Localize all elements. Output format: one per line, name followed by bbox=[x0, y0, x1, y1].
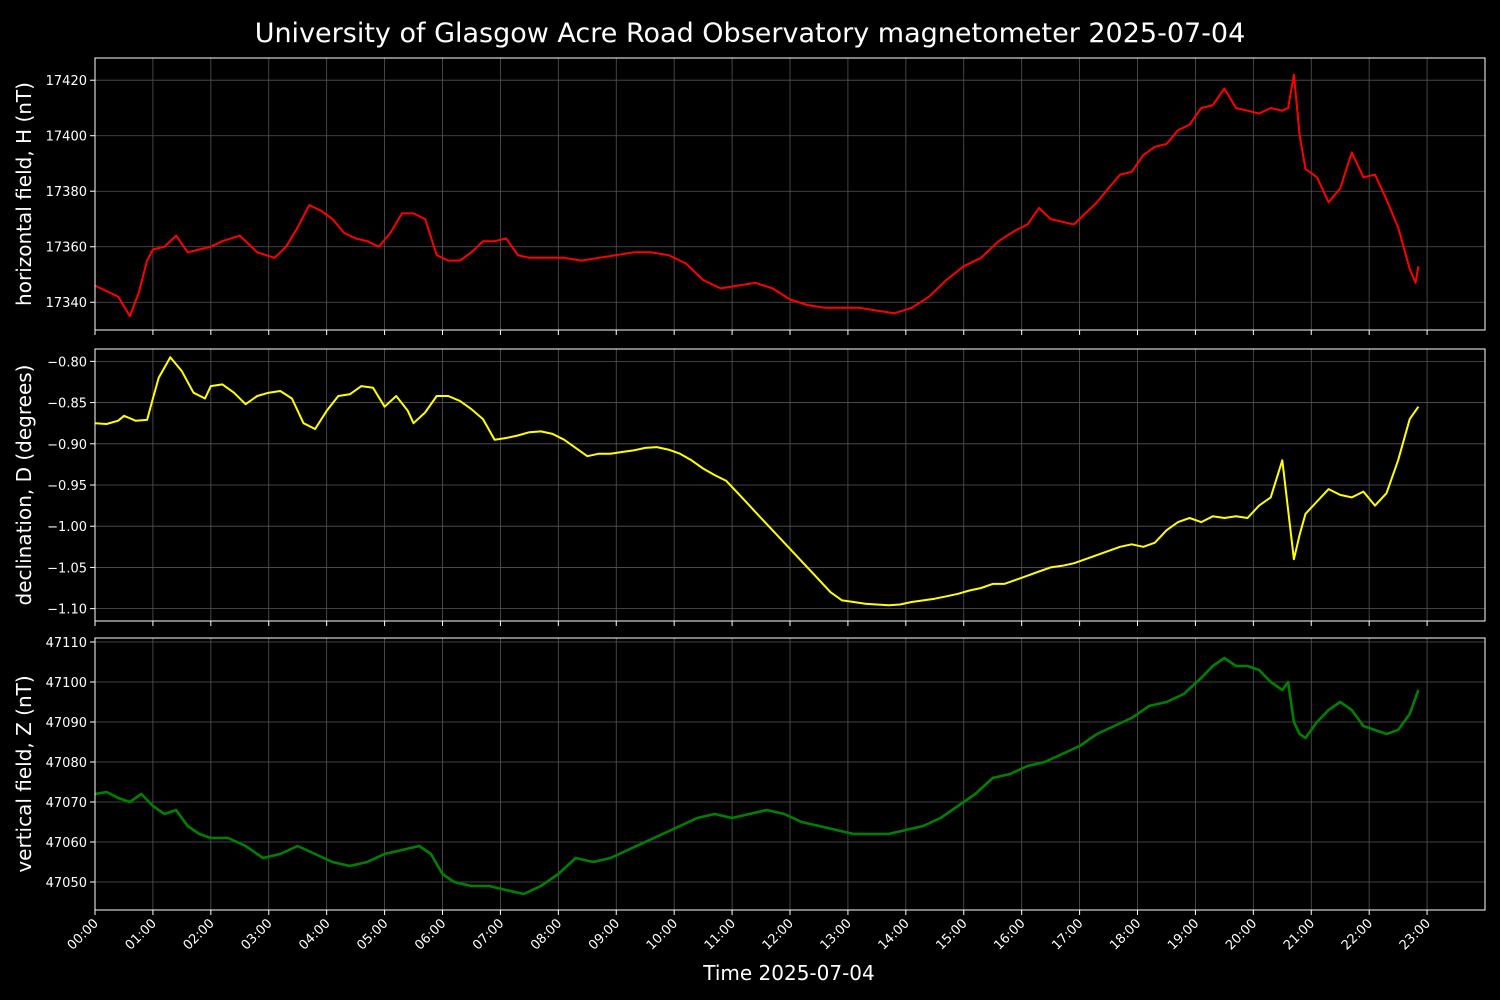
y-tick-label: 17400 bbox=[46, 130, 87, 145]
y-tick-label: −0.95 bbox=[47, 479, 87, 494]
x-tick-label: 01:00 bbox=[123, 916, 160, 953]
x-tick-label: 16:00 bbox=[991, 916, 1028, 953]
x-tick-label: 14:00 bbox=[876, 916, 913, 953]
x-tick-label: 00:00 bbox=[65, 916, 102, 953]
panel-frame bbox=[94, 57, 1486, 331]
x-tick-label: 10:00 bbox=[644, 916, 681, 953]
panel-declination: −1.10 −1.05 −1.00 −0.95 −0.90 −0.85 −0.80 decli… bbox=[12, 348, 1486, 626]
x-tick-label: 20:00 bbox=[1223, 916, 1260, 953]
y-tick-label: 47110 bbox=[46, 636, 87, 651]
y-tick-label: −0.80 bbox=[47, 355, 87, 370]
y-tick-label: 17380 bbox=[46, 185, 87, 200]
x-tick-label: 22:00 bbox=[1339, 916, 1376, 953]
y-axis-label-vertical: vertical field, Z (nT) bbox=[12, 675, 36, 872]
y-axis-label-horizontal: horizontal field, H (nT) bbox=[12, 82, 36, 306]
x-tick-label: 13:00 bbox=[818, 916, 855, 953]
y-tick-label: −1.10 bbox=[47, 603, 87, 618]
x-tick-label: 02:00 bbox=[181, 916, 218, 953]
y-tick-label: 47090 bbox=[46, 716, 87, 731]
series-line-declination bbox=[94, 356, 1420, 607]
y-tick-label: −0.90 bbox=[47, 438, 87, 453]
x-tick-label: 12:00 bbox=[760, 916, 797, 953]
x-tick-label: 19:00 bbox=[1165, 916, 1202, 953]
x-axis-ticks: 00:00 01:00 02:00 03:00 04:00 05:00 06:00 07:00… bbox=[65, 916, 1434, 953]
y-axis-label-declination: declination, D (degrees) bbox=[12, 365, 36, 606]
x-tick-label: 15:00 bbox=[933, 916, 970, 953]
y-tick-label: −1.00 bbox=[47, 520, 87, 535]
x-tick-label: 03:00 bbox=[238, 916, 275, 953]
y-tick-label: 47060 bbox=[46, 836, 87, 851]
x-axis-label: Time 2025-07-04 bbox=[702, 961, 875, 985]
y-tick-label: 47070 bbox=[46, 796, 87, 811]
x-tick-label: 04:00 bbox=[296, 916, 333, 953]
panel-vertical: 47050 47060 47070 47080 47090 47100 47110 verti… bbox=[12, 636, 1486, 915]
y-tick-label: 47080 bbox=[46, 756, 87, 771]
x-tick-label: 11:00 bbox=[702, 916, 739, 953]
x-tick-label: 08:00 bbox=[528, 916, 565, 953]
panel-horizontal: 17340 17360 17380 17400 17420 horizontal fiel… bbox=[12, 57, 1486, 335]
panel-frame bbox=[94, 637, 1486, 911]
x-tick-label: 17:00 bbox=[1049, 916, 1086, 953]
x-tick-label: 23:00 bbox=[1397, 916, 1434, 953]
series-line-horizontal bbox=[94, 73, 1420, 318]
chart-panels: 17340 17360 17380 17400 17420 horizontal fiel… bbox=[12, 57, 1486, 915]
y-tick-label: 47100 bbox=[46, 676, 87, 691]
x-tick-label: 21:00 bbox=[1281, 916, 1318, 953]
y-tick-label: 17360 bbox=[46, 241, 87, 256]
y-tick-label: −1.05 bbox=[47, 561, 87, 576]
panel-frame bbox=[94, 348, 1486, 622]
chart-title: University of Glasgow Acre Road Observat… bbox=[255, 18, 1246, 49]
x-tick-label: 18:00 bbox=[1107, 916, 1144, 953]
x-tick-label: 07:00 bbox=[470, 916, 507, 953]
x-tick-label: 09:00 bbox=[586, 916, 623, 953]
y-tick-label: 17340 bbox=[46, 296, 87, 311]
x-tick-label: 05:00 bbox=[354, 916, 391, 953]
x-tick-label: 06:00 bbox=[412, 916, 449, 953]
y-tick-label: 17420 bbox=[46, 74, 87, 89]
y-tick-label: −0.85 bbox=[47, 397, 87, 412]
y-tick-label: 47050 bbox=[46, 876, 87, 891]
series-line-vertical bbox=[94, 656, 1420, 896]
